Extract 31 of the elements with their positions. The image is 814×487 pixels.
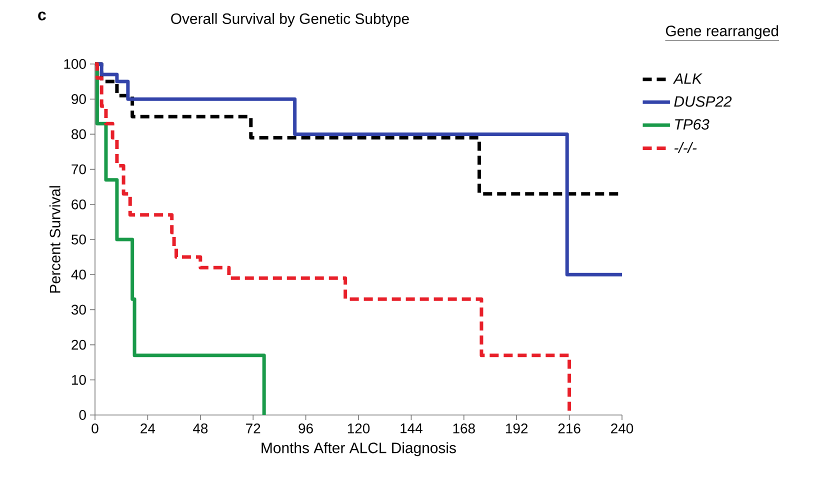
legend-label: -/-/- xyxy=(674,142,697,154)
y-tick-label: 10 xyxy=(72,374,86,385)
y-tick-label: 0 xyxy=(79,410,86,420)
y-tick-label: 80 xyxy=(72,129,86,140)
legend-label: TP63 xyxy=(675,119,710,130)
x-tick-label: 168 xyxy=(453,424,475,434)
y-tick-label: 20 xyxy=(72,340,86,350)
x-tick-label: 120 xyxy=(348,424,370,434)
x-tick-label: 0 xyxy=(92,424,98,434)
x-axis-title: Months After ALCL Diagnosis xyxy=(262,442,456,456)
x-tick-label: 96 xyxy=(298,424,313,434)
y-tick-label: 40 xyxy=(71,270,86,280)
y-tick-label: 90 xyxy=(72,94,86,104)
y-axis-title: Percent Survival xyxy=(49,186,60,293)
text: c xyxy=(38,12,46,20)
y-tick-label: 50 xyxy=(72,234,86,244)
y-tick-label: 70 xyxy=(72,164,86,174)
x-tick-label: 144 xyxy=(400,424,422,434)
legend-label: ALK xyxy=(672,73,702,84)
legend-label: DUSP22 xyxy=(674,96,732,107)
legend-title: Gene rearranged xyxy=(666,25,778,40)
x-tick-label: 216 xyxy=(558,424,580,434)
x-tick-label: 48 xyxy=(192,424,208,434)
y-tick-label: 100 xyxy=(64,59,86,69)
chart-title: Overall Survival by Genetic Subtype xyxy=(171,13,409,27)
x-tick-label: 192 xyxy=(506,424,528,434)
y-tick-label: 60 xyxy=(72,199,86,210)
x-tick-label: 240 xyxy=(611,424,634,434)
x-tick-label: 72 xyxy=(246,424,260,434)
y-tick-label: 30 xyxy=(71,304,86,315)
x-tick-label: 24 xyxy=(140,424,156,434)
